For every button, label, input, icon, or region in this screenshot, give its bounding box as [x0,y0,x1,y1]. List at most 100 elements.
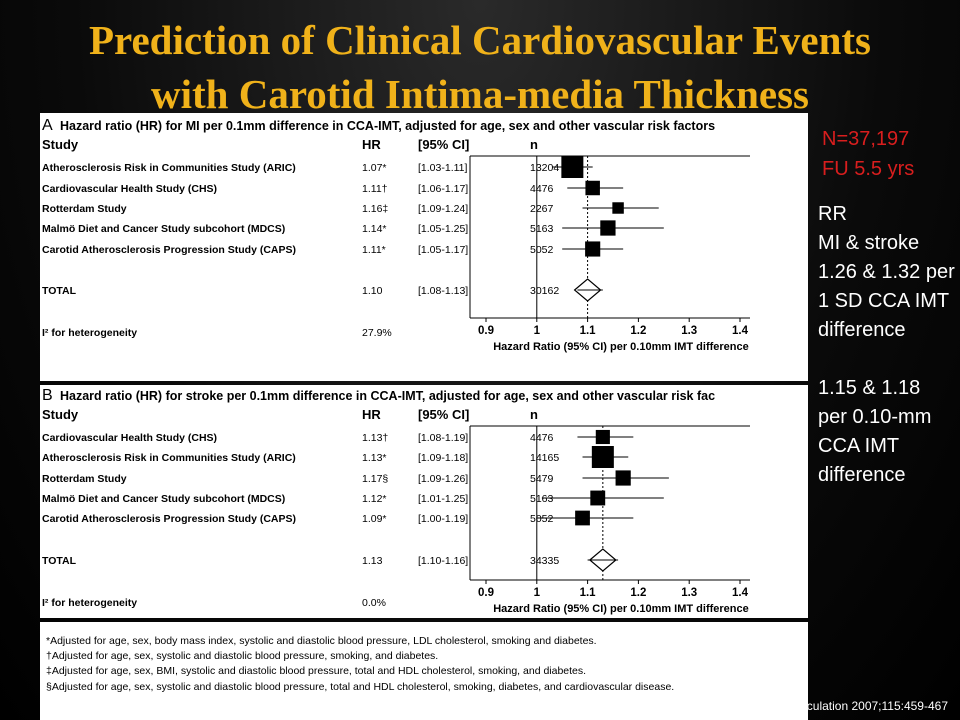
citation: Lorenz M W et al. Circulation 2007;115:4… [694,699,948,713]
study-n: 14165 [530,452,559,464]
total-label: TOTAL [42,555,77,567]
study-ci: [1.09-1.18] [418,452,468,464]
x-tick-label: 1.1 [580,587,597,599]
heterogeneity-value: 0.0% [362,597,386,609]
study-point [615,470,631,486]
total-n: 30162 [530,285,559,297]
study-point [590,490,606,506]
total-n: 34335 [530,555,559,567]
rr-line [818,345,955,374]
study-hr: 1.07* [362,162,387,174]
forest-plot-mi: A Hazard ratio (HR) for MI per 0.1mm diff… [42,117,750,353]
study-name: Carotid Atherosclerosis Progression Stud… [42,513,296,525]
study-point [595,429,610,445]
x-tick-label: 0.9 [478,325,494,337]
study-hr: 1.11† [362,183,388,195]
column-header-ci: [95% CI] [418,137,469,152]
heterogeneity-label: I² for heterogeneity [42,327,137,339]
column-header-n: n [530,407,538,422]
study-name: Cardiovascular Health Study (CHS) [42,183,217,195]
study-hr: 1.11* [362,244,386,256]
study-n: 13204 [530,162,559,174]
study-name: Atherosclerosis Risk in Communities Stud… [42,452,296,464]
study-point [591,446,614,468]
heterogeneity-value: 27.9% [362,327,392,339]
relative-risk-summary: RR MI & stroke 1.26 & 1.32 per 1 SD CCA … [818,200,955,490]
cohort-summary: N=37,197 FU 5.5 yrs [822,124,914,184]
x-tick-label: 1.2 [630,587,646,599]
x-tick-label: 1.4 [732,587,749,599]
study-n: 4476 [530,432,554,444]
study-hr: 1.17§ [362,473,388,485]
rr-line: 1.26 & 1.32 per [818,261,955,283]
x-tick-label: 1 [534,325,541,337]
x-tick-label: 1.3 [681,587,697,599]
total-hr: 1.13 [362,555,383,567]
study-ci: [1.06-1.17] [418,183,468,195]
study-ci: [1.05-1.25] [418,223,468,235]
study-name: Cardiovascular Health Study (CHS) [42,432,217,444]
study-n: 5163 [530,223,554,235]
rr-line: difference [818,319,906,341]
column-header-study: Study [42,407,79,422]
footnote: §Adjusted for age, sex, systolic and dia… [46,680,675,693]
study-ci: [1.09-1.24] [418,203,468,215]
x-axis-label: Hazard Ratio (95% CI) per 0.10mm IMT dif… [493,603,749,615]
forest-plot-stroke: B Hazard ratio (HR) for stroke per 0.1mm … [42,387,750,615]
x-axis-label: Hazard Ratio (95% CI) per 0.10mm IMT dif… [493,341,749,353]
rr-line: per 0.10-mm [818,406,932,428]
study-point [612,202,624,214]
study-n: 4476 [530,183,554,195]
study-ci: [1.00-1.19] [418,513,468,525]
rr-line: RR [818,203,847,225]
total-label: TOTAL [42,285,77,297]
slide-title-line2: with Carotid Intima-media Thickness [151,71,809,117]
study-point [585,241,601,257]
total-ci: [1.10-1.16] [418,555,468,567]
panel-title: Hazard ratio (HR) for MI per 0.1mm diffe… [60,119,715,133]
study-n: 5163 [530,493,554,505]
study-point [600,220,616,236]
total-hr: 1.10 [362,285,383,297]
slide-title-line1: Prediction of Clinical Cardiovascular Ev… [88,17,872,63]
rr-line: difference [818,464,906,486]
study-point [585,180,600,196]
study-name: Carotid Atherosclerosis Progression Stud… [42,244,296,256]
study-hr: 1.16‡ [362,203,388,215]
x-tick-label: 1.2 [630,325,646,337]
study-hr: 1.13* [362,452,387,464]
rr-line: 1.15 & 1.18 [818,377,921,399]
study-hr: 1.12* [362,493,387,505]
x-tick-label: 0.9 [478,587,494,599]
rr-line: MI & stroke [818,232,920,254]
heterogeneity-label: I² for heterogeneity [42,597,137,609]
study-ci: [1.09-1.26] [418,473,468,485]
x-tick-label: 1.3 [681,325,697,337]
study-ci: [1.01-1.25] [418,493,468,505]
study-hr: 1.09* [362,513,387,525]
panel-letter: A [42,117,53,134]
column-header-hr: HR [362,407,381,422]
study-point [575,510,590,526]
panel-title: Hazard ratio (HR) for stroke per 0.1mm d… [60,389,715,403]
x-tick-label: 1.4 [732,325,749,337]
column-header-ci: [95% CI] [418,407,469,422]
study-name: Malmö Diet and Cancer Study subcohort (M… [42,493,285,505]
study-name: Atherosclerosis Risk in Communities Stud… [42,162,296,174]
study-name: Rotterdam Study [42,473,127,485]
x-tick-label: 1 [534,587,541,599]
study-n: 5479 [530,473,554,485]
footnote: ‡Adjusted for age, sex, BMI, systolic an… [46,665,587,678]
follow-up-text: FU 5.5 yrs [822,158,915,180]
column-header-study: Study [42,137,79,152]
panel-letter: B [42,387,53,404]
rr-line: CCA IMT [818,435,900,457]
study-hr: 1.14* [362,223,387,235]
forest-plot-mi-panel: A Hazard ratio (HR) for MI per 0.1mm diff… [40,113,808,381]
column-header-hr: HR [362,137,381,152]
study-name: Rotterdam Study [42,203,127,215]
study-ci: [1.08-1.19] [418,432,468,444]
study-hr: 1.13† [362,432,388,444]
study-n: 5052 [530,244,554,256]
cohort-size-text: N=37,197 [822,128,910,150]
